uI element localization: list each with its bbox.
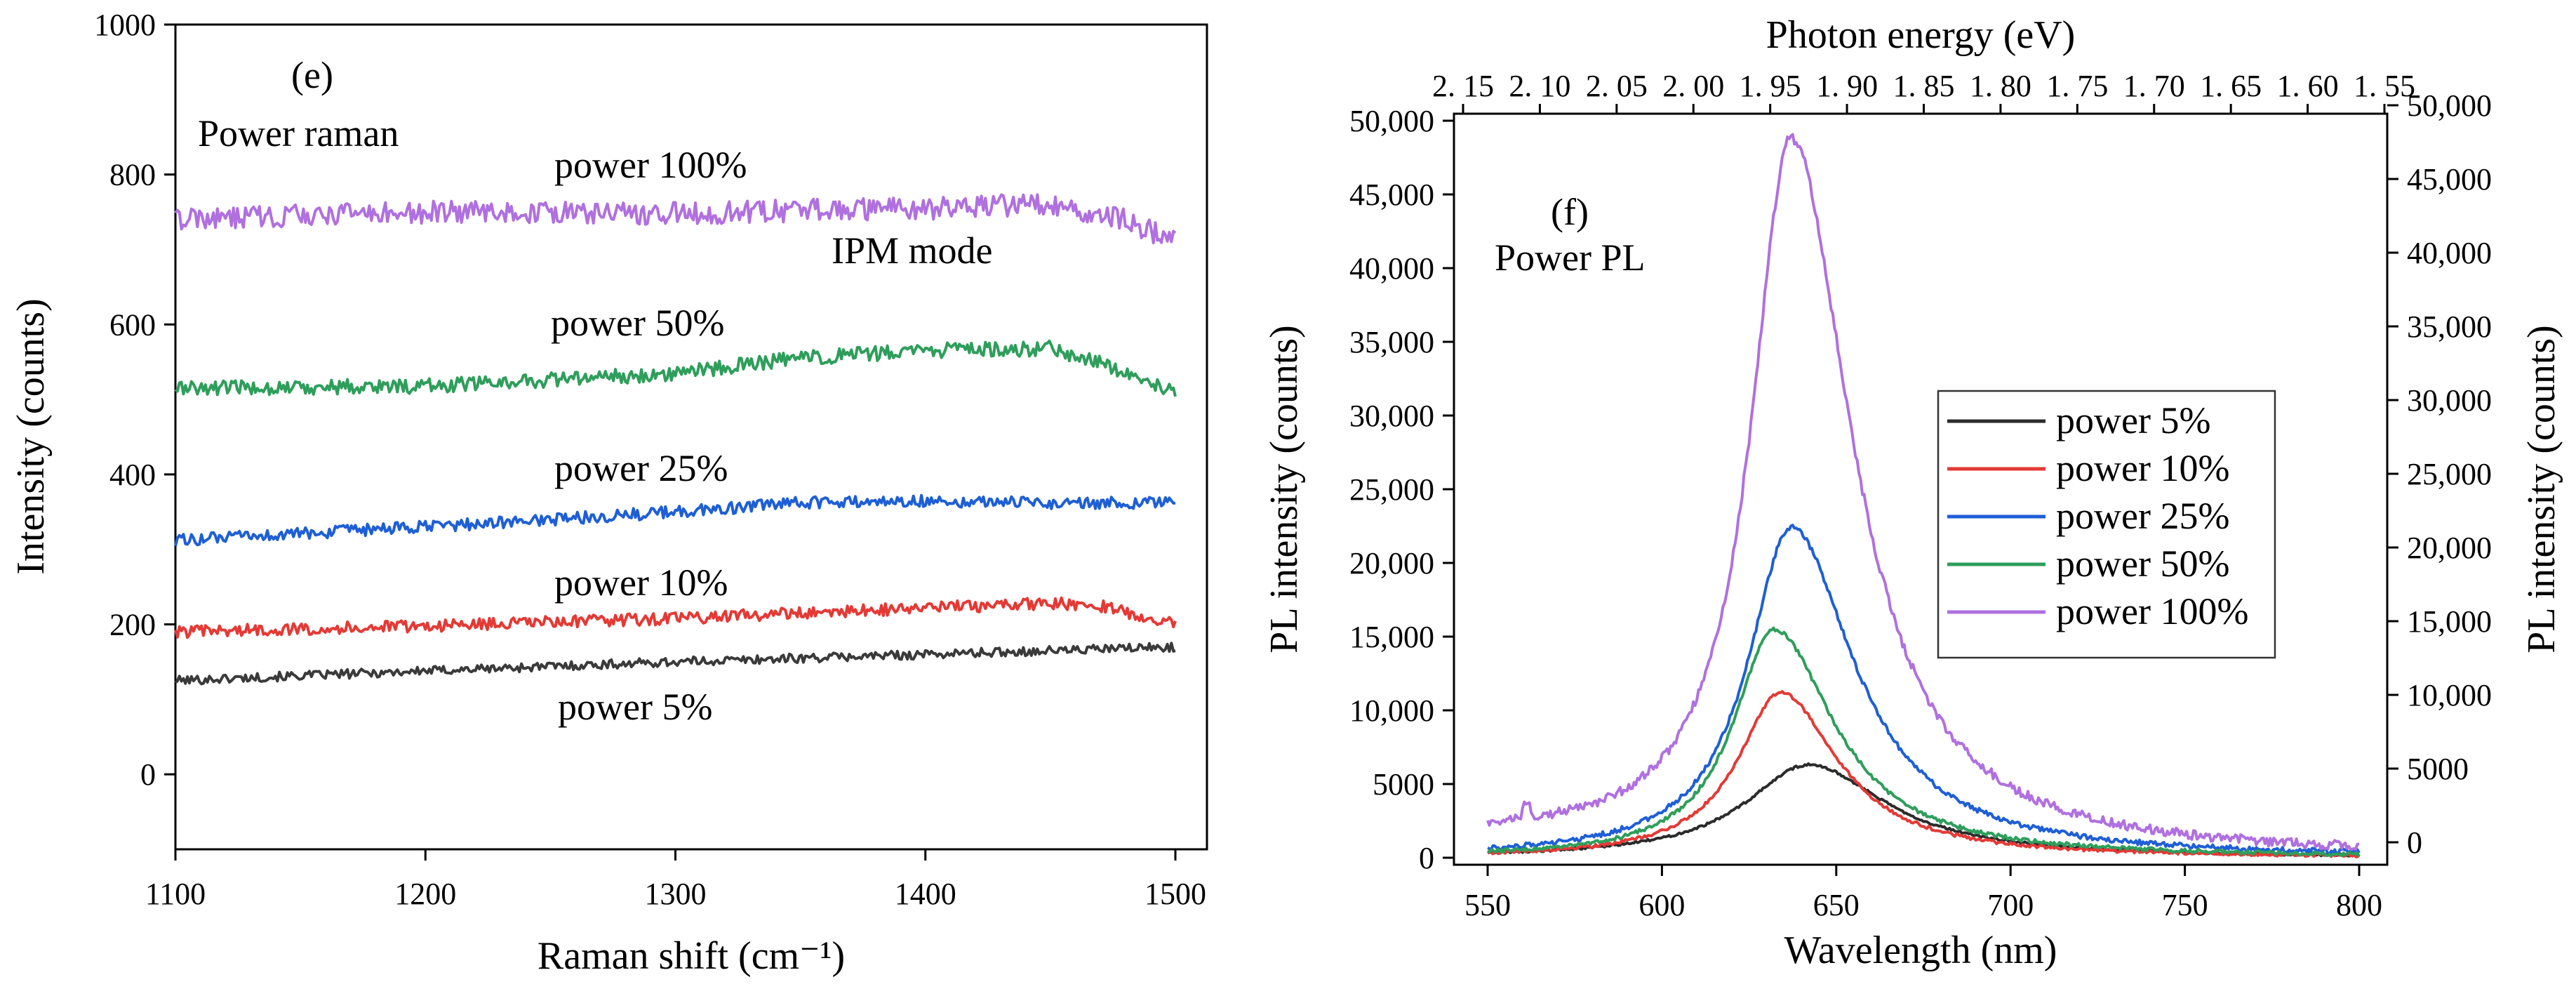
legend-label: power 10% [2056,447,2229,489]
panel-f-ytick-label-left: 40,000 [1349,251,1434,286]
panel-f-ytick-label-right: 45,000 [2407,162,2492,197]
panel-f-ylabel-right: PL intensity (counts) [2520,325,2563,653]
panel-f-ytick-label-left: 45,000 [1349,178,1434,212]
panel-e-ytick-label: 400 [109,458,156,492]
panel-f-top-tick-label: 1. 90 [1816,69,1878,103]
panel-f-ytick-label-left: 10,000 [1349,693,1434,728]
panel-f-series-power-10-line [1487,690,2361,858]
panel-e-xtick-label: 1400 [895,877,956,911]
panel-f: 550 600 650 700 750 800 0 5000 10,000 15,000 20,00… [1262,13,2563,972]
panel-f-ytick-label-right: 35,000 [2407,310,2492,344]
panel-e-xtick-label: 1300 [645,877,707,911]
label-power-5: power 5% [558,686,712,728]
panel-e-series-power-25-line [174,493,1176,547]
panel-f-ytick-label-left: 20,000 [1349,546,1434,580]
panel-e-series-power-5-line [174,642,1176,686]
panel-e-xtick-label: 1100 [145,877,206,911]
label-power-100: power 100% [554,144,747,186]
panel-e-ylabel: Intensity (counts) [9,298,53,574]
panel-f-xtick-label: 600 [1639,888,1685,922]
panel-f-ytick-label-left: 50,000 [1349,104,1434,138]
panel-e-ytick-label: 0 [140,757,156,792]
panel-e-ytick-label: 1000 [94,8,156,42]
panel-f-ytick-label-right: 50,000 [2407,88,2492,123]
panel-f-top-tick-label: 1. 60 [2277,69,2339,103]
panel-f-ytick-label-right: 40,000 [2407,236,2492,270]
panel-f-ytick-label-left: 30,000 [1349,399,1434,433]
panel-f-top-xlabel: Photon energy (eV) [1766,13,2076,57]
panel-f-xtick-label: 800 [2336,888,2382,922]
panel-f-xtick-label: 550 [1464,888,1511,922]
panel-e-series-power-100-line [174,193,1177,245]
label-power-50: power 50% [551,302,724,344]
panel-e-xlabel: Raman shift (cm⁻¹) [538,934,845,978]
panel-f-series-group [1486,133,2361,858]
panel-f-xtick-label: 700 [1987,888,2034,922]
panel-f-ylabel: PL intensity (counts) [1262,325,1306,653]
panel-f-ytick-label-right: 15,000 [2407,604,2492,639]
panel-f-ytick-label-right: 30,000 [2407,383,2492,418]
panel-e: 1100 1200 1300 1400 1500 0 200 400 600 800 1000 (e… [9,8,1208,978]
panel-f-ytick-label-left: 25,000 [1349,472,1434,507]
legend-label: power 5% [2056,399,2210,441]
panel-f-top-tick-label: 1. 95 [1740,69,1801,103]
panel-f-top-tick-label: 1. 70 [2123,69,2185,103]
panel-f-top-tick-label: 1. 85 [1893,69,1955,103]
panel-e-xtick-label: 1200 [394,877,456,911]
panel-e-plot-frame [174,23,1208,851]
panel-e-ytick-label: 600 [109,307,156,342]
panel-e-label: (e) [291,54,333,96]
panel-f-ytick-label-left: 35,000 [1349,325,1434,359]
panel-f-title: Power PL [1495,237,1646,279]
panel-f-top-tick-label: 1. 80 [1970,69,2031,103]
label-power-25: power 25% [554,447,728,489]
panel-e-ticks-group: 1100 1200 1300 1400 1500 0 200 400 600 800 1000 [94,8,1206,911]
panel-e-annotation: IPM mode [832,230,993,272]
panel-f-top-tick-label: 1. 55 [2354,69,2415,103]
panel-f-ytick-label-left: 5000 [1373,767,1434,802]
panel-f-top-tick-label: 2. 15 [1432,69,1494,103]
panel-f-top-tick-label: 2. 10 [1509,69,1570,103]
panel-e-series-group [174,193,1177,686]
legend-entries: power 5% power 10% power 25% power 50% power… [1947,399,2248,632]
panel-f-ytick-label-right: 5000 [2407,752,2469,786]
label-power-10: power 10% [554,562,728,604]
panel-f-ytick-label-right: 0 [2407,825,2422,860]
panel-e-ytick-label: 200 [109,608,156,642]
panel-f-top-tick-label: 1. 75 [2046,69,2108,103]
panel-e-ytick-label: 800 [109,158,156,192]
panel-f-xlabel: Wavelength (nm) [1784,929,2057,972]
panel-f-top-tick-label: 1. 65 [2200,69,2262,103]
panel-f-top-tick-label: 2. 05 [1586,69,1648,103]
legend-label: power 100% [2056,590,2248,632]
panel-f-ytick-label-right: 20,000 [2407,531,2492,565]
panel-e-xtick-label: 1500 [1144,877,1206,911]
panel-f-series-power-100-line [1486,133,2360,851]
legend-label: power 25% [2056,495,2229,537]
panel-f-xtick-label: 750 [2162,888,2208,922]
panel-e-series-power-50-line [174,339,1177,397]
panel-f-legend: power 5% power 10% power 25% power 50% power… [1937,390,2276,659]
panel-f-series-power-25-line [1487,524,2361,856]
panel-f-label: (f) [1551,191,1589,233]
panel-e-series-power-10-line [174,596,1177,639]
panel-f-top-tick-label: 2. 00 [1662,69,1724,103]
panel-f-ytick-label-right: 25,000 [2407,457,2492,491]
panel-f-ytick-label-right: 10,000 [2407,678,2492,712]
legend-label: power 50% [2056,543,2229,585]
panel-f-ytick-label-left: 15,000 [1349,620,1434,654]
panel-f-series-power-50-line [1486,626,2361,858]
panel-e-title: Power raman [198,112,399,154]
panel-f-ytick-label-left: 0 [1419,841,1434,875]
panel-f-xtick-label: 650 [1813,888,1860,922]
panel-f-ticks-group: 550 600 650 700 750 800 0 5000 10,000 15,000 20,00… [1349,69,2492,922]
